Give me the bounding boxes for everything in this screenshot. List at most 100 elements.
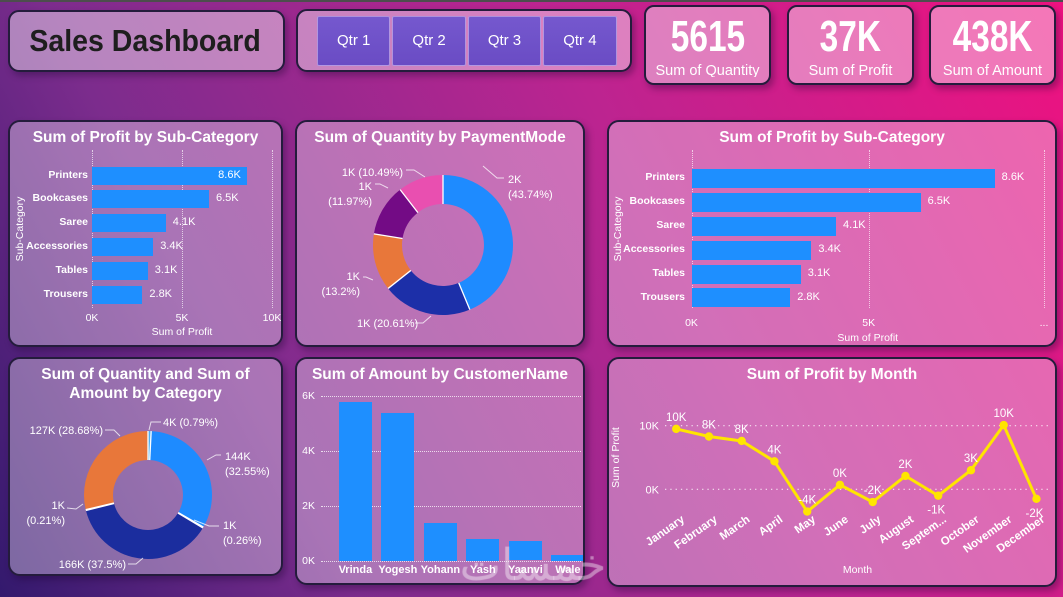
slicer-button-qtr4[interactable]: Qtr 4 xyxy=(543,15,617,66)
bar-accessories[interactable] xyxy=(92,238,154,257)
donut-svg: 2K (43.74%) 1K (20.61%) 1K (13.2%) 1K (11.97%)… xyxy=(321,165,553,330)
data-point-july[interactable] xyxy=(868,497,877,507)
category-label: Printers xyxy=(48,168,88,181)
value-label: 2.8K xyxy=(797,290,820,303)
slicer-button-qtr2[interactable]: Qtr 2 xyxy=(392,15,466,66)
month-label: March xyxy=(718,514,753,543)
donut-slice-5[interactable] xyxy=(84,431,148,510)
category-label: Tables xyxy=(652,267,685,279)
x-axis-title: Month xyxy=(843,564,872,576)
kpi-label-quantity: Sum of Quantity xyxy=(655,63,760,78)
data-point-january[interactable] xyxy=(672,424,681,434)
donut-slice-2[interactable] xyxy=(372,233,411,289)
bar-printers[interactable] xyxy=(92,166,247,185)
data-point-february[interactable] xyxy=(704,432,714,441)
donut-slice-3[interactable] xyxy=(373,189,418,239)
bar-tables[interactable] xyxy=(92,262,148,281)
label-leader-line xyxy=(66,503,84,510)
slice-separator xyxy=(373,233,403,240)
column-yash[interactable] xyxy=(466,538,500,561)
gridline-horizontal xyxy=(321,450,581,452)
gridline-vertical xyxy=(1044,150,1045,308)
gridline-vertical xyxy=(272,150,273,308)
chart-title: Sum of Profit by Month xyxy=(746,366,918,383)
category-label: Yaanvi xyxy=(507,564,543,576)
donut-chart-paymentmode: 2K (43.74%) 1K (20.61%) 1K (13.2%) 1K (11.97%)… xyxy=(297,122,583,345)
donut-label: 127K (28.68%) xyxy=(30,425,103,437)
slice-separator xyxy=(399,189,419,213)
value-label: 3.4K xyxy=(818,243,841,256)
gridline-horizontal xyxy=(321,560,581,562)
label-leader-line xyxy=(363,276,374,281)
slice-separator xyxy=(149,431,152,461)
bar-tables[interactable] xyxy=(691,264,801,284)
slice-separator xyxy=(458,282,471,310)
data-point-april[interactable] xyxy=(770,457,779,466)
data-point-october[interactable] xyxy=(966,466,976,475)
column-yogesh[interactable] xyxy=(381,413,415,561)
bar-trousers[interactable] xyxy=(691,288,791,308)
donut-label: (32.55%) xyxy=(225,466,270,478)
donut-slice-3[interactable] xyxy=(85,503,203,560)
bar-trousers[interactable] xyxy=(92,286,143,304)
category-label: Yohann xyxy=(420,564,461,576)
donut-label: 1K (20.61%) xyxy=(357,318,418,330)
y-axis-title: Sum of Profit xyxy=(610,427,622,488)
category-label: Accessories xyxy=(623,243,685,256)
category-label: Printers xyxy=(645,171,685,184)
data-point-june[interactable] xyxy=(835,480,845,490)
point-label: -2K xyxy=(864,485,882,497)
column-vrinda[interactable] xyxy=(338,402,372,561)
donut-label: 1K xyxy=(223,520,237,532)
data-point-december[interactable] xyxy=(1032,494,1041,504)
donut-svg: 4K (0.79%) 144K (32.55%) 1K (0.26%) 166K (37.… xyxy=(26,417,270,571)
column-wale[interactable] xyxy=(551,555,583,561)
chart-title: Sum of Quantity and Sum of Amount by Cat… xyxy=(41,366,250,402)
category-label: Saree xyxy=(656,219,685,232)
kpi-label-amount: Sum of Amount xyxy=(942,63,1043,78)
bar-saree[interactable] xyxy=(92,214,166,233)
point-label: 0K xyxy=(833,468,847,480)
donut-slice-0[interactable] xyxy=(443,175,514,310)
slicer-button-qtr1[interactable]: Qtr 1 xyxy=(317,15,391,66)
data-point-august[interactable] xyxy=(901,471,910,481)
category-label: Vrinda xyxy=(338,564,373,576)
x-axis-tick: 0K xyxy=(85,312,99,324)
point-label: -1K xyxy=(927,505,945,517)
chart-card-profit-subcategory-left: Sum of Profit by Sub-Category 0K 5K 10K Pri… xyxy=(8,120,283,347)
data-point-november[interactable] xyxy=(999,420,1008,430)
data-point-may[interactable] xyxy=(803,507,812,516)
chart-card-quantity-amount-category: Sum of Quantity and Sum of Amount by Cat… xyxy=(8,357,283,576)
x-axis-tick: 10K xyxy=(262,312,282,324)
bar-bookcases[interactable] xyxy=(92,190,209,209)
data-point-march[interactable] xyxy=(737,436,746,446)
data-point-septem[interactable] xyxy=(934,491,943,500)
column-yaanvi[interactable] xyxy=(508,540,542,561)
value-label: 8.6K xyxy=(218,168,241,181)
label-leader-line xyxy=(375,183,389,189)
category-label: Trousers xyxy=(43,288,88,300)
donut-slice-1[interactable] xyxy=(149,431,213,528)
label-leader-line xyxy=(482,165,504,179)
bar-saree[interactable] xyxy=(691,216,837,236)
y-axis-tick: 2K xyxy=(302,499,315,512)
y-axis-title: Sub-Category xyxy=(612,196,624,262)
label-leader-line xyxy=(148,421,161,431)
slicer-button-qtr3[interactable]: Qtr 3 xyxy=(467,15,542,66)
bar-printers[interactable] xyxy=(691,168,995,188)
y-axis-tick: 10K xyxy=(639,421,659,433)
x-axis-tick: ... xyxy=(1039,317,1049,329)
value-label: 4.1K xyxy=(843,219,866,232)
column-yohann[interactable] xyxy=(423,523,457,561)
category-label: Bookcases xyxy=(32,192,88,205)
column-chart-customername: 0K 2K 4K 6K Vrinda Yogesh Yohann Yash Yaanvi Wale xyxy=(297,359,583,583)
hbar-chart-profit-subcategory-wide: 0K 5K... Printers 8.6K Bookcases 6.5K Saree 4.1… xyxy=(609,122,1055,345)
bar-bookcases[interactable] xyxy=(691,192,921,212)
month-label: April xyxy=(757,514,785,539)
donut-slice-1[interactable] xyxy=(388,270,470,316)
title-card: Sales Dashboard xyxy=(8,10,285,72)
slice-separator xyxy=(85,502,115,511)
bar-accessories[interactable] xyxy=(691,240,812,260)
y-axis-title: Sub-Category xyxy=(14,196,26,262)
gridline-horizontal xyxy=(321,505,581,507)
